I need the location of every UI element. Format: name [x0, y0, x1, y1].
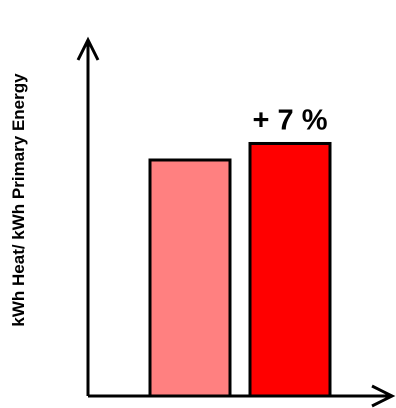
bar-annotation-label: + 7 % [253, 104, 328, 136]
y-axis-label: kWh Heat/ kWh Primary Energy [9, 73, 28, 327]
bar-1 [148, 158, 232, 398]
bars-group [148, 141, 332, 398]
bar-2 [248, 141, 332, 398]
x-axis-arrow [371, 384, 396, 408]
y-axis-arrow [76, 36, 100, 61]
chart-axes [76, 36, 396, 408]
